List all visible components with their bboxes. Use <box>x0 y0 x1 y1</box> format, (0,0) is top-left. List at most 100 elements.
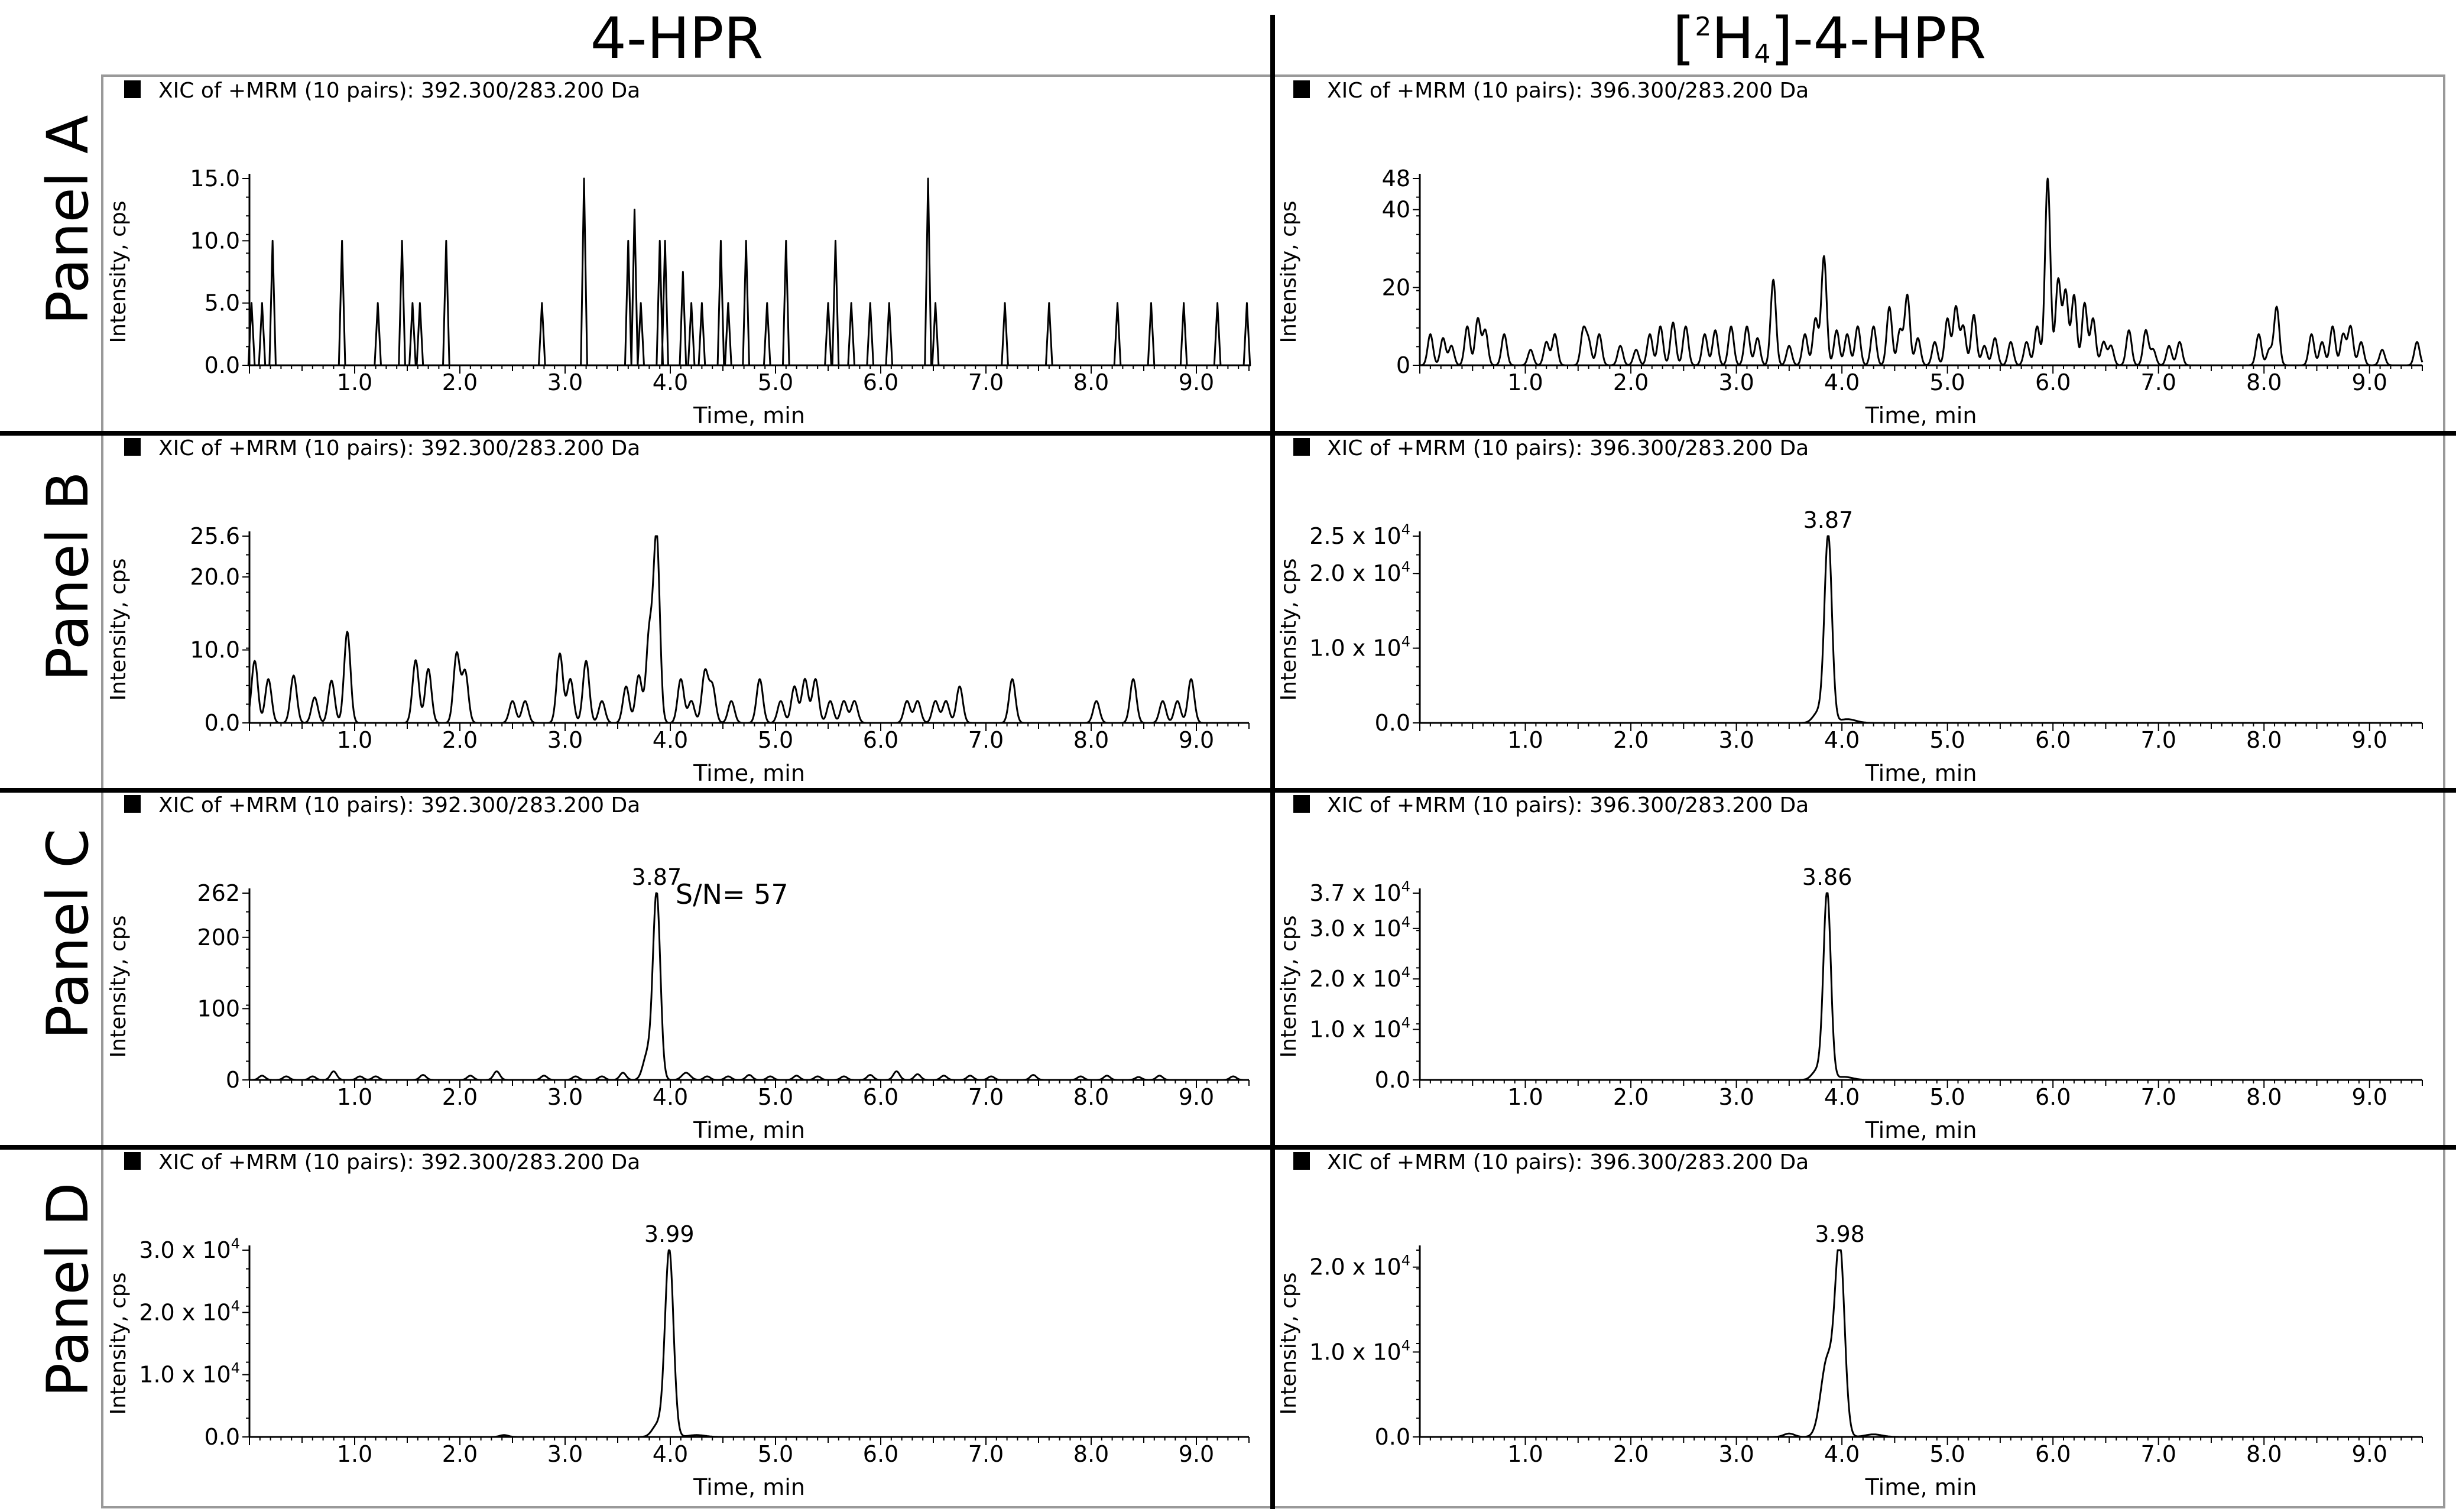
x-tick-label: 2.0 <box>442 369 478 395</box>
chromatogram-trace <box>249 1249 1250 1438</box>
series-marker <box>1293 1152 1310 1170</box>
column-title-4hpr: 4-HPR <box>591 5 764 72</box>
x-axis-label: Time, min <box>1865 1117 1977 1143</box>
x-tick-label: 2.0 <box>1613 1084 1649 1110</box>
xic-title: XIC of +MRM (10 pairs): 396.300/283.200 … <box>1327 436 1809 460</box>
row-label-panel-d: Panel D <box>35 1182 101 1397</box>
xic-title: XIC of +MRM (10 pairs): 392.300/283.200 … <box>158 1150 640 1174</box>
chromatogram-trace <box>1419 535 2423 724</box>
y-tick-label: 0.0 <box>1375 710 1410 736</box>
y-tick-label: 10.0 <box>190 228 240 254</box>
x-tick-label: 3.0 <box>1718 1441 1754 1467</box>
x-axis-label: Time, min <box>1865 760 1977 786</box>
chart-panel-d-left: XIC of +MRM (10 pairs): 392.300/283.200 … <box>106 1150 1250 1500</box>
x-tick-label: 1.0 <box>337 369 372 395</box>
series-marker <box>124 80 141 98</box>
chart-panel-d-right: XIC of +MRM (10 pairs): 396.300/283.200 … <box>1277 1150 2423 1500</box>
x-tick-label: 5.0 <box>1929 1441 1965 1467</box>
y-tick-label: 0.0 <box>1375 1424 1410 1450</box>
x-tick-label: 9.0 <box>1179 1084 1214 1110</box>
x-tick-label: 5.0 <box>758 727 793 753</box>
y-tick-label: 3.7 x 104 <box>1309 878 1410 906</box>
chart-panel-b-right: XIC of +MRM (10 pairs): 396.300/283.200 … <box>1277 436 2423 786</box>
x-tick-label: 8.0 <box>2246 369 2282 395</box>
chart-panel-c-left: XIC of +MRM (10 pairs): 392.300/283.200 … <box>106 793 1250 1143</box>
peak-retention-label: 3.87 <box>1803 507 1854 533</box>
row-label-panel-a: Panel A <box>35 115 101 325</box>
chromatogram-trace <box>249 892 1250 1081</box>
series-marker <box>124 795 141 813</box>
x-axis-label: Time, min <box>693 1474 805 1500</box>
y-tick-label: 2.0 x 104 <box>1309 1253 1410 1280</box>
x-tick-label: 6.0 <box>863 369 898 395</box>
x-tick-label: 1.0 <box>337 727 372 753</box>
chart-panel-c-right: XIC of +MRM (10 pairs): 396.300/283.200 … <box>1277 793 2423 1143</box>
y-axis-label: Intensity, cps <box>106 1273 131 1415</box>
x-tick-label: 8.0 <box>1073 727 1109 753</box>
x-tick-label: 1.0 <box>1507 1441 1543 1467</box>
x-tick-label: 3.0 <box>547 727 583 753</box>
x-tick-label: 9.0 <box>2352 369 2387 395</box>
x-tick-label: 8.0 <box>1073 1084 1109 1110</box>
x-tick-label: 5.0 <box>758 1441 793 1467</box>
x-tick-label: 6.0 <box>863 727 898 753</box>
x-tick-label: 4.0 <box>1824 1084 1860 1110</box>
x-tick-label: 6.0 <box>863 1441 898 1467</box>
x-tick-label: 1.0 <box>1507 727 1543 753</box>
peak-retention-label: 3.86 <box>1802 864 1852 890</box>
chart-panel-a-right: XIC of +MRM (10 pairs): 396.300/283.200 … <box>1277 79 2423 429</box>
chart-panel-b-left: XIC of +MRM (10 pairs): 392.300/283.200 … <box>106 436 1250 786</box>
y-tick-label: 25.6 <box>190 523 240 549</box>
xic-title: XIC of +MRM (10 pairs): 392.300/283.200 … <box>158 793 640 817</box>
x-tick-label: 7.0 <box>968 727 1004 753</box>
y-axis-label: Intensity, cps <box>106 916 131 1058</box>
x-tick-label: 3.0 <box>547 369 583 395</box>
x-tick-label: 9.0 <box>1179 1441 1214 1467</box>
peak-retention-label: 3.98 <box>1815 1221 1865 1247</box>
column-title-d4-4hpr: [2H4]-4-HPR <box>1673 5 1986 72</box>
y-tick-label: 3.0 x 104 <box>1309 914 1410 942</box>
x-tick-label: 9.0 <box>1179 727 1214 753</box>
x-tick-label: 5.0 <box>758 1084 793 1110</box>
y-axis-label: Intensity, cps <box>1277 1273 1301 1415</box>
chromatogram-trace <box>1419 177 2423 366</box>
x-tick-label: 2.0 <box>1613 369 1649 395</box>
y-tick-label: 1.0 x 104 <box>1309 1337 1410 1365</box>
peak-retention-label: 3.99 <box>644 1221 695 1247</box>
y-tick-label: 2.0 x 104 <box>1309 559 1410 586</box>
x-tick-label: 7.0 <box>2140 1441 2176 1467</box>
x-tick-label: 7.0 <box>2140 727 2176 753</box>
x-tick-label: 8.0 <box>1073 369 1109 395</box>
x-tick-label: 7.0 <box>2140 369 2176 395</box>
xic-title: XIC of +MRM (10 pairs): 396.300/283.200 … <box>1327 793 1809 817</box>
series-marker <box>1293 438 1310 456</box>
x-tick-label: 2.0 <box>442 1441 478 1467</box>
y-tick-label: 0.0 <box>205 710 240 736</box>
x-tick-label: 5.0 <box>1929 1084 1965 1110</box>
x-tick-label: 6.0 <box>2035 1441 2071 1467</box>
x-tick-label: 7.0 <box>2140 1084 2176 1110</box>
x-axis-label: Time, min <box>693 760 805 786</box>
y-axis-label: Intensity, cps <box>1277 916 1301 1058</box>
x-tick-label: 4.0 <box>1824 1441 1860 1467</box>
chromatogram-trace <box>248 535 1250 724</box>
x-tick-label: 6.0 <box>2035 727 2071 753</box>
x-tick-label: 4.0 <box>1824 369 1860 395</box>
x-axis-label: Time, min <box>1865 1474 1977 1500</box>
series-marker <box>1293 795 1310 813</box>
charts-layer: XIC of +MRM (10 pairs): 392.300/283.200 … <box>106 79 2423 1500</box>
x-tick-label: 2.0 <box>442 1084 478 1110</box>
chromatogram-trace <box>1419 1249 2423 1438</box>
xic-title: XIC of +MRM (10 pairs): 392.300/283.200 … <box>158 79 640 103</box>
series-marker <box>1293 80 1310 98</box>
y-tick-label: 5.0 <box>205 290 240 316</box>
y-tick-label: 40 <box>1382 197 1410 223</box>
x-tick-label: 9.0 <box>1179 369 1214 395</box>
y-tick-label: 2.0 x 104 <box>1309 964 1410 992</box>
y-tick-label: 1.0 x 104 <box>1309 1015 1410 1043</box>
y-tick-label: 20 <box>1382 274 1410 300</box>
x-tick-label: 5.0 <box>1929 727 1965 753</box>
y-tick-label: 2.0 x 104 <box>139 1297 240 1325</box>
x-tick-label: 1.0 <box>337 1084 372 1110</box>
